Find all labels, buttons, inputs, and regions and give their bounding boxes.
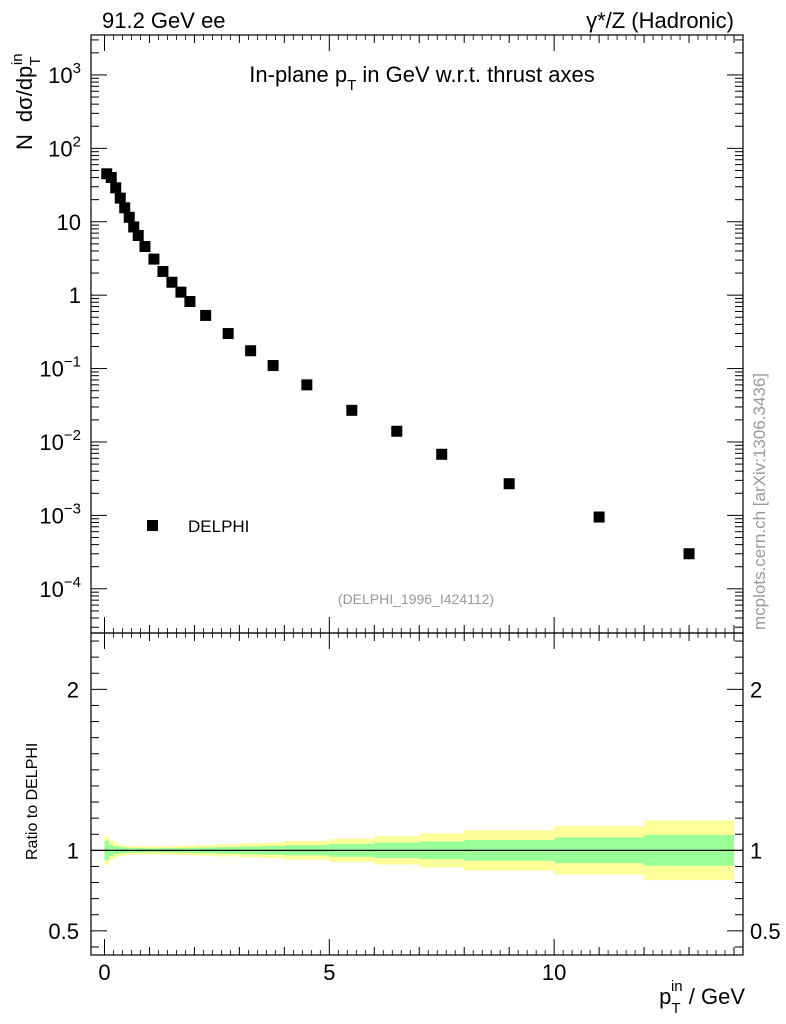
- y-tick-label: 10−2: [39, 427, 81, 455]
- main-x-axis: [103, 35, 744, 633]
- data-point: [391, 425, 403, 437]
- ratio-x-axis: 0 5 10: [98, 633, 744, 985]
- x-tick-label: 5: [323, 960, 335, 985]
- y-tick-base: 10: [39, 357, 63, 382]
- y-tick-label: 10−4: [39, 574, 81, 602]
- y-tick-label: 102: [48, 133, 81, 161]
- data-point: [683, 548, 695, 560]
- y-tick-label: 103: [48, 60, 81, 88]
- y-tick-label: 1: [69, 283, 81, 308]
- data-point: [175, 286, 187, 298]
- plot-title-sub: T: [347, 77, 356, 94]
- analysis-id-label: (DELPHI_1996_I424112): [338, 591, 494, 607]
- data-point: [123, 211, 135, 223]
- y-tick-exponent: −2: [64, 427, 81, 444]
- data-point: [105, 172, 117, 184]
- x-axis-label: pTin / GeV: [659, 978, 745, 1017]
- legend-marker: [147, 520, 158, 531]
- x-label-sup: in: [671, 978, 683, 995]
- data-point: [114, 192, 126, 204]
- y-label-sup: in: [9, 53, 26, 65]
- data-point: [593, 511, 605, 523]
- x-label-p: p: [659, 984, 671, 1009]
- data-point: [128, 221, 140, 233]
- data-point: [119, 202, 131, 214]
- data-point: [436, 448, 448, 460]
- y-tick-base: 10: [39, 503, 63, 528]
- ratio-y-axis: 0.5 0.5 1 1 2 2: [48, 640, 781, 948]
- y-tick-base: 10: [48, 136, 72, 161]
- data-point: [157, 266, 169, 278]
- y-tick-label: 10−3: [39, 500, 81, 528]
- data-point: [267, 360, 279, 372]
- ratio-y-tick-label-left: 2: [67, 677, 79, 702]
- y-tick-exponent: −3: [64, 500, 81, 517]
- header-right-label: γ*/Z (Hadronic): [586, 8, 734, 33]
- x-tick-label: 0: [98, 960, 110, 985]
- y-label-dsigma: dσ/dp: [12, 66, 37, 122]
- data-point: [148, 253, 160, 265]
- data-point: [184, 295, 196, 307]
- y-tick-base: 10: [39, 430, 63, 455]
- data-series-delphi: [101, 168, 695, 560]
- x-label-rest: / GeV: [683, 984, 746, 1009]
- ratio-y-tick-label-right: 1: [750, 838, 762, 863]
- ratio-y-tick-label-right: 2: [750, 677, 762, 702]
- data-point: [503, 478, 515, 490]
- data-point: [200, 309, 212, 321]
- y-tick-exponent: 3: [73, 60, 81, 77]
- y-tick-label: 10−1: [39, 354, 81, 382]
- y-label-n: N: [12, 134, 37, 150]
- y-label-sub: T: [27, 57, 44, 66]
- main-y-axis-label: Ndσ/dpTin: [9, 53, 44, 150]
- ratio-y-tick-label-left: 0.5: [48, 919, 79, 944]
- ratio-y-axis-label: Ratio to DELPHI: [24, 743, 41, 860]
- y-tick-exponent: −4: [64, 574, 81, 591]
- data-point: [222, 328, 234, 340]
- data-point: [166, 276, 178, 288]
- ratio-y-tick-label-right: 0.5: [750, 919, 781, 944]
- main-plot-frame: [90, 34, 744, 634]
- plot-title-main: In-plane p: [249, 62, 347, 87]
- ratio-y-tick-label-left: 1: [67, 838, 79, 863]
- y-tick-exponent: 2: [73, 133, 81, 150]
- data-point: [346, 404, 358, 416]
- plot-title: In-plane pT in GeV w.r.t. thrust axes: [249, 62, 594, 94]
- y-tick-base: 10: [48, 63, 72, 88]
- y-tick-base: 10: [39, 577, 63, 602]
- y-tick-label: 10: [57, 210, 81, 235]
- data-point: [139, 241, 151, 253]
- header-left-label: 91.2 GeV ee: [102, 8, 226, 33]
- ratio-plot-panel: 0.5 0.5 1 1 2 2 0 5 10 Ratio to DELPHI pTin / G…: [24, 632, 781, 1017]
- plot-title-rest: in GeV w.r.t. thrust axes: [356, 62, 594, 87]
- data-point: [132, 229, 144, 241]
- ratio-plot-frame: [90, 632, 744, 956]
- x-tick-label: 10: [542, 960, 566, 985]
- side-credit-label: mcplots.cern.ch [arXiv:1306.3436]: [750, 373, 769, 630]
- x-label-sub: T: [671, 1000, 680, 1017]
- y-tick-exponent: −1: [64, 354, 81, 371]
- data-point: [245, 345, 257, 357]
- legend-label: DELPHI: [188, 517, 249, 536]
- data-point: [110, 182, 122, 194]
- data-point: [301, 379, 313, 391]
